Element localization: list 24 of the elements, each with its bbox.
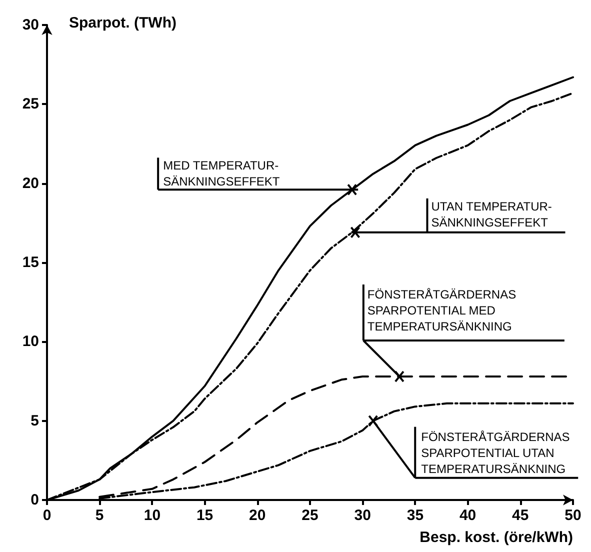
x-tick-label: 45	[512, 507, 529, 524]
annotation: MED TEMPERATUR- SÄNKNINGSEFFEKT	[163, 158, 280, 189]
x-tick-label: 50	[564, 507, 582, 524]
y-tick-label: 5	[30, 412, 39, 430]
x-tick-label: 0	[42, 507, 52, 524]
x-tick-label: 20	[249, 507, 266, 524]
x-tick-label: 5	[95, 507, 104, 524]
y-axis-title: Sparpot. (TWh)	[69, 14, 176, 32]
y-tick-label: 30	[22, 16, 39, 34]
y-tick-label: 0	[30, 492, 39, 508]
annotation: FÖNSTERÅTGÄRDERNAS SPARPOTENTIAL UTAN TEMPERATURSÄNKNING	[421, 430, 570, 476]
y-tick-label: 20	[22, 174, 39, 192]
annotation: FÖNSTERÅTGÄRDERNAS SPARPOTENTIAL MED TEMPERATURSÄNKNING	[367, 288, 516, 334]
x-tick-label: 30	[354, 507, 371, 524]
x-tick-label: 25	[302, 507, 318, 524]
y-tick-label: 10	[22, 333, 39, 350]
x-tick-label: 10	[144, 507, 161, 524]
x-tick-label: 40	[459, 507, 476, 524]
annotation: UTAN TEMPERATUR- SÄNKNINGSEFFEKT	[431, 199, 552, 230]
x-tick-label: 15	[196, 507, 214, 524]
y-tick-label: 25	[22, 96, 39, 113]
y-tick-label: 15	[22, 254, 39, 271]
x-axis-title: Besp. kost. (öre/kWh)	[420, 529, 573, 546]
x-tick-label: 35	[406, 507, 424, 524]
